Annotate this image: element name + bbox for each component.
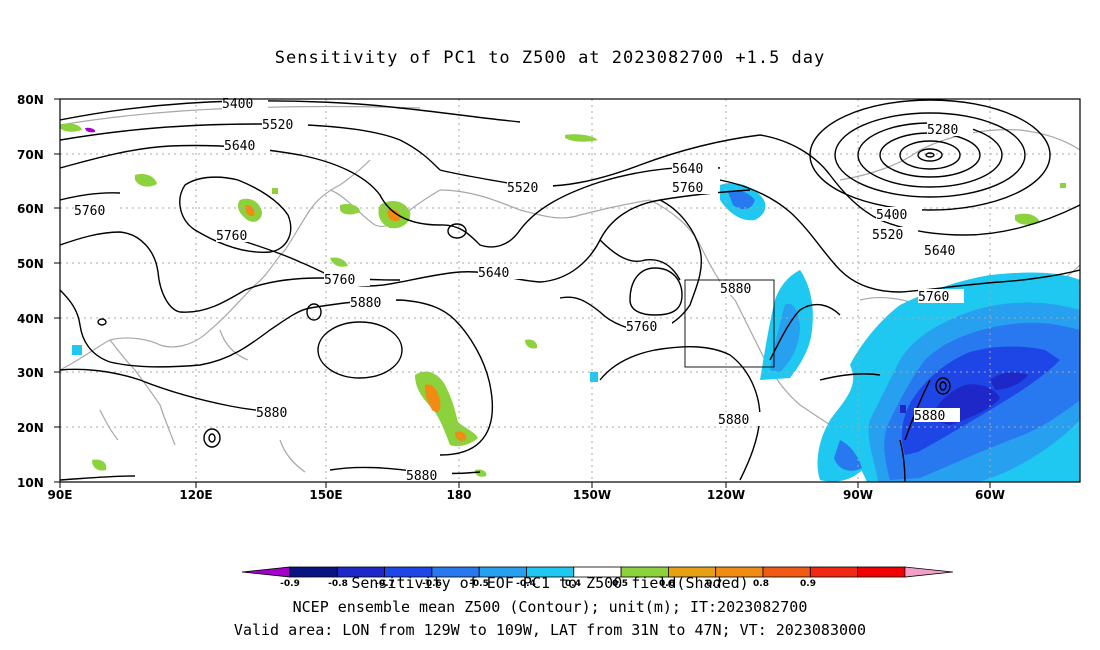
lon-label: 120E — [179, 488, 212, 502]
valid-area-box — [684, 279, 775, 368]
colorbar-tick-label: -0.6 — [422, 579, 442, 589]
contour-label: 5880 — [720, 282, 751, 297]
contour-label: 5520 — [507, 181, 538, 196]
map-plot-area — [60, 99, 1080, 482]
contour-label: 5280 — [927, 123, 958, 138]
axis-ticks — [54, 98, 991, 488]
contour-label: 5880 — [406, 469, 437, 484]
contour-label: 5760 — [74, 204, 105, 219]
contour-label: 5520 — [262, 118, 293, 133]
colorbar-tick-label: 0.4 — [565, 579, 581, 589]
lat-label: 60N — [17, 202, 44, 216]
map-frame — [59, 98, 1081, 483]
colorbar-tick-label: 0.5 — [612, 579, 628, 589]
lat-label: 50N — [17, 257, 44, 271]
footer-contour-description: NCEP ensemble mean Z500 (Contour); unit(… — [292, 598, 808, 616]
map-title: Sensitivity of PC1 to Z500 at 2023082700… — [274, 48, 826, 68]
contour-label: 5760 — [672, 181, 703, 196]
lon-label: 150E — [309, 488, 342, 502]
contour-label: 5640 — [224, 139, 255, 154]
colorbar-swatch — [904, 566, 953, 578]
colorbar-tick-label: -0.5 — [469, 579, 489, 589]
footer-valid-area: Valid area: LON from 129W to 109W, LAT f… — [233, 621, 867, 639]
lon-label: 180 — [446, 488, 471, 502]
colorbar-tick-labels: -0.9 -0.8 -0.7 -0.6 -0.5 -0.4 0.4 0.5 0.… — [280, 579, 816, 589]
colorbar-tick-label: 0.7 — [706, 579, 722, 589]
contour-labels: 5400 5520 5640 5760 5760 5760 5520 5640 … — [74, 96, 973, 484]
contour-label: 5640 — [924, 244, 955, 259]
contour-label: 5880 — [350, 296, 381, 311]
contour-label: 5880 — [914, 409, 945, 424]
colorbar-tick-label: 0.9 — [800, 579, 816, 589]
contour-label: 5520 — [872, 228, 903, 243]
contour-label: 5400 — [876, 208, 907, 223]
z500-contours — [60, 99, 1080, 482]
colorbar-tick-label: -0.9 — [280, 579, 300, 589]
contour-label: 5400 — [222, 97, 253, 112]
lon-label: 90W — [843, 488, 873, 502]
contour-label: 5880 — [718, 413, 749, 428]
lon-label: 120W — [707, 488, 745, 502]
lat-label: 30N — [17, 366, 44, 380]
contour-label: 5880 — [256, 406, 287, 421]
colorbar-tick-label: 0.8 — [753, 579, 769, 589]
lat-label: 70N — [17, 148, 44, 162]
latitude-labels: 80N 70N 60N 50N 40N 30N 20N 10N — [17, 93, 44, 490]
lon-label: 60W — [975, 488, 1005, 502]
lat-label: 20N — [17, 421, 44, 435]
lon-label: 90E — [48, 488, 73, 502]
contour-label: 5760 — [324, 273, 355, 288]
colorbar-tick-label: -0.8 — [328, 579, 348, 589]
gridlines — [60, 99, 1080, 482]
contour-label: 5760 — [216, 229, 247, 244]
colorbar-tick-label: -0.7 — [375, 579, 395, 589]
contour-label: 5760 — [626, 320, 657, 335]
lon-label: 150W — [573, 488, 611, 502]
colorbar-tick-label: -0.4 — [516, 579, 536, 589]
colorbar — [241, 566, 953, 578]
contour-label: 5760 — [918, 290, 949, 305]
lat-label: 10N — [17, 476, 44, 490]
contour-label: 5640 — [478, 266, 509, 281]
longitude-labels: 90E 120E 150E 180 150W 120W 90W 60W — [48, 488, 1005, 502]
lat-label: 80N — [17, 93, 44, 107]
lat-label: 40N — [17, 312, 44, 326]
colorbar-tick-label: 0.6 — [659, 579, 675, 589]
contour-label: 5640 — [672, 162, 703, 177]
footer-shading-description: Sensitivity of EOF PC1 to Z500 field(Sha… — [351, 574, 749, 592]
